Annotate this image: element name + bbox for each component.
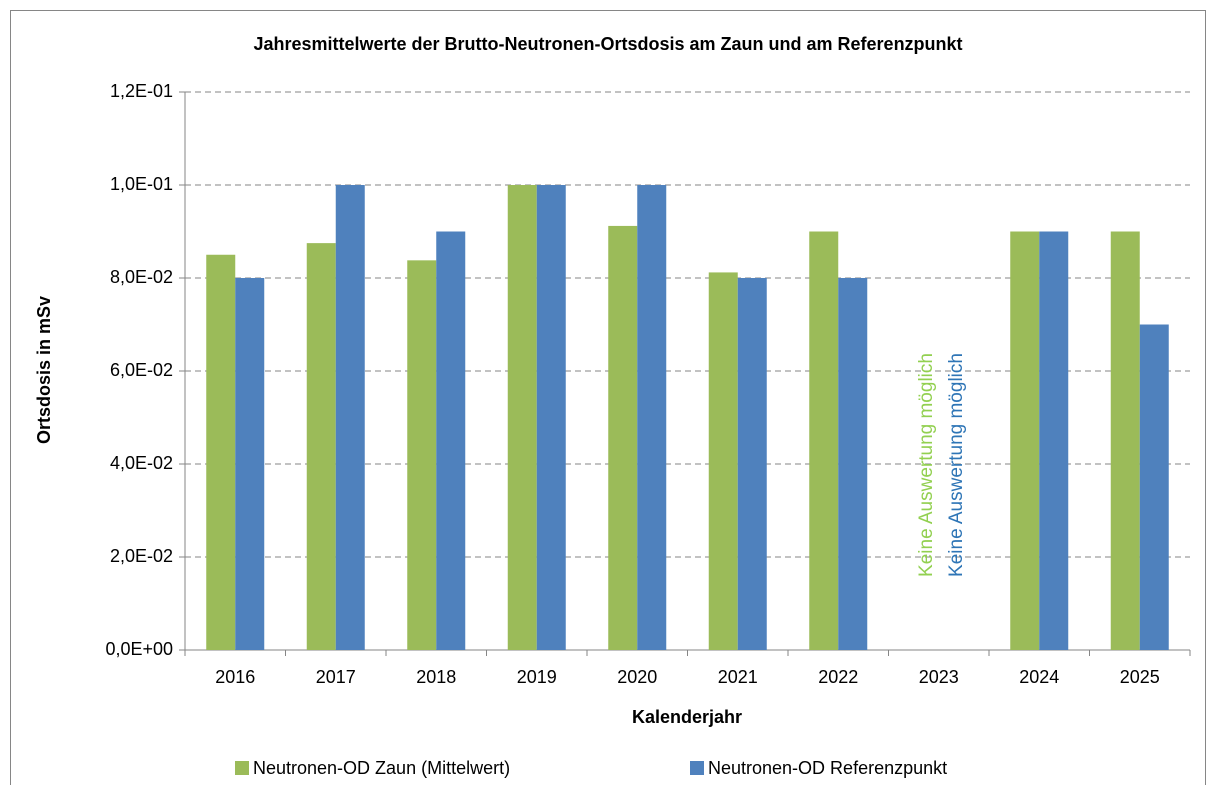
y-tick-label: 1,2E-01 (110, 81, 173, 101)
y-tick-label: 0,0E+00 (105, 639, 173, 659)
bar (235, 278, 265, 650)
x-tick-label: 2021 (718, 667, 758, 687)
bar (809, 231, 839, 650)
x-tick-label: 2017 (316, 667, 356, 687)
legend-label: Neutronen-OD Zaun (Mittelwert) (253, 758, 510, 778)
x-tick-label: 2018 (416, 667, 456, 687)
y-tick-label: 2,0E-02 (110, 546, 173, 566)
x-tick-label: 2019 (517, 667, 557, 687)
bar (507, 185, 537, 650)
bar (407, 260, 437, 650)
bar (306, 243, 336, 650)
bar (436, 231, 466, 650)
bar (335, 185, 365, 650)
y-tick-label: 1,0E-01 (110, 174, 173, 194)
x-tick-label: 2022 (818, 667, 858, 687)
x-tick-label: 2025 (1120, 667, 1160, 687)
bar (1139, 324, 1169, 650)
y-axis-label: Ortsdosis in mSv (34, 296, 54, 444)
x-tick-label: 2023 (919, 667, 959, 687)
bar (737, 278, 767, 650)
annotation: Keine Auswertung möglich (916, 353, 937, 577)
x-tick-label: 2024 (1019, 667, 1059, 687)
annotation: Keine Auswertung möglich (946, 353, 967, 577)
chart-title: Jahresmittelwerte der Brutto-Neutronen-O… (253, 34, 962, 54)
x-axis-label: Kalenderjahr (632, 707, 742, 727)
y-tick-label: 4,0E-02 (110, 453, 173, 473)
legend-swatch (690, 761, 704, 775)
y-tick-label: 6,0E-02 (110, 360, 173, 380)
bar (536, 185, 566, 650)
y-tick-label: 8,0E-02 (110, 267, 173, 287)
bar (838, 278, 868, 650)
bar (637, 185, 667, 650)
x-tick-label: 2016 (215, 667, 255, 687)
bar (1110, 231, 1140, 650)
bar (608, 225, 638, 651)
bar (1039, 231, 1069, 650)
bar (1010, 231, 1040, 650)
bar (206, 254, 236, 650)
legend-swatch (235, 761, 249, 775)
bar (708, 272, 738, 650)
legend-label: Neutronen-OD Referenzpunkt (708, 758, 947, 778)
x-tick-label: 2020 (617, 667, 657, 687)
